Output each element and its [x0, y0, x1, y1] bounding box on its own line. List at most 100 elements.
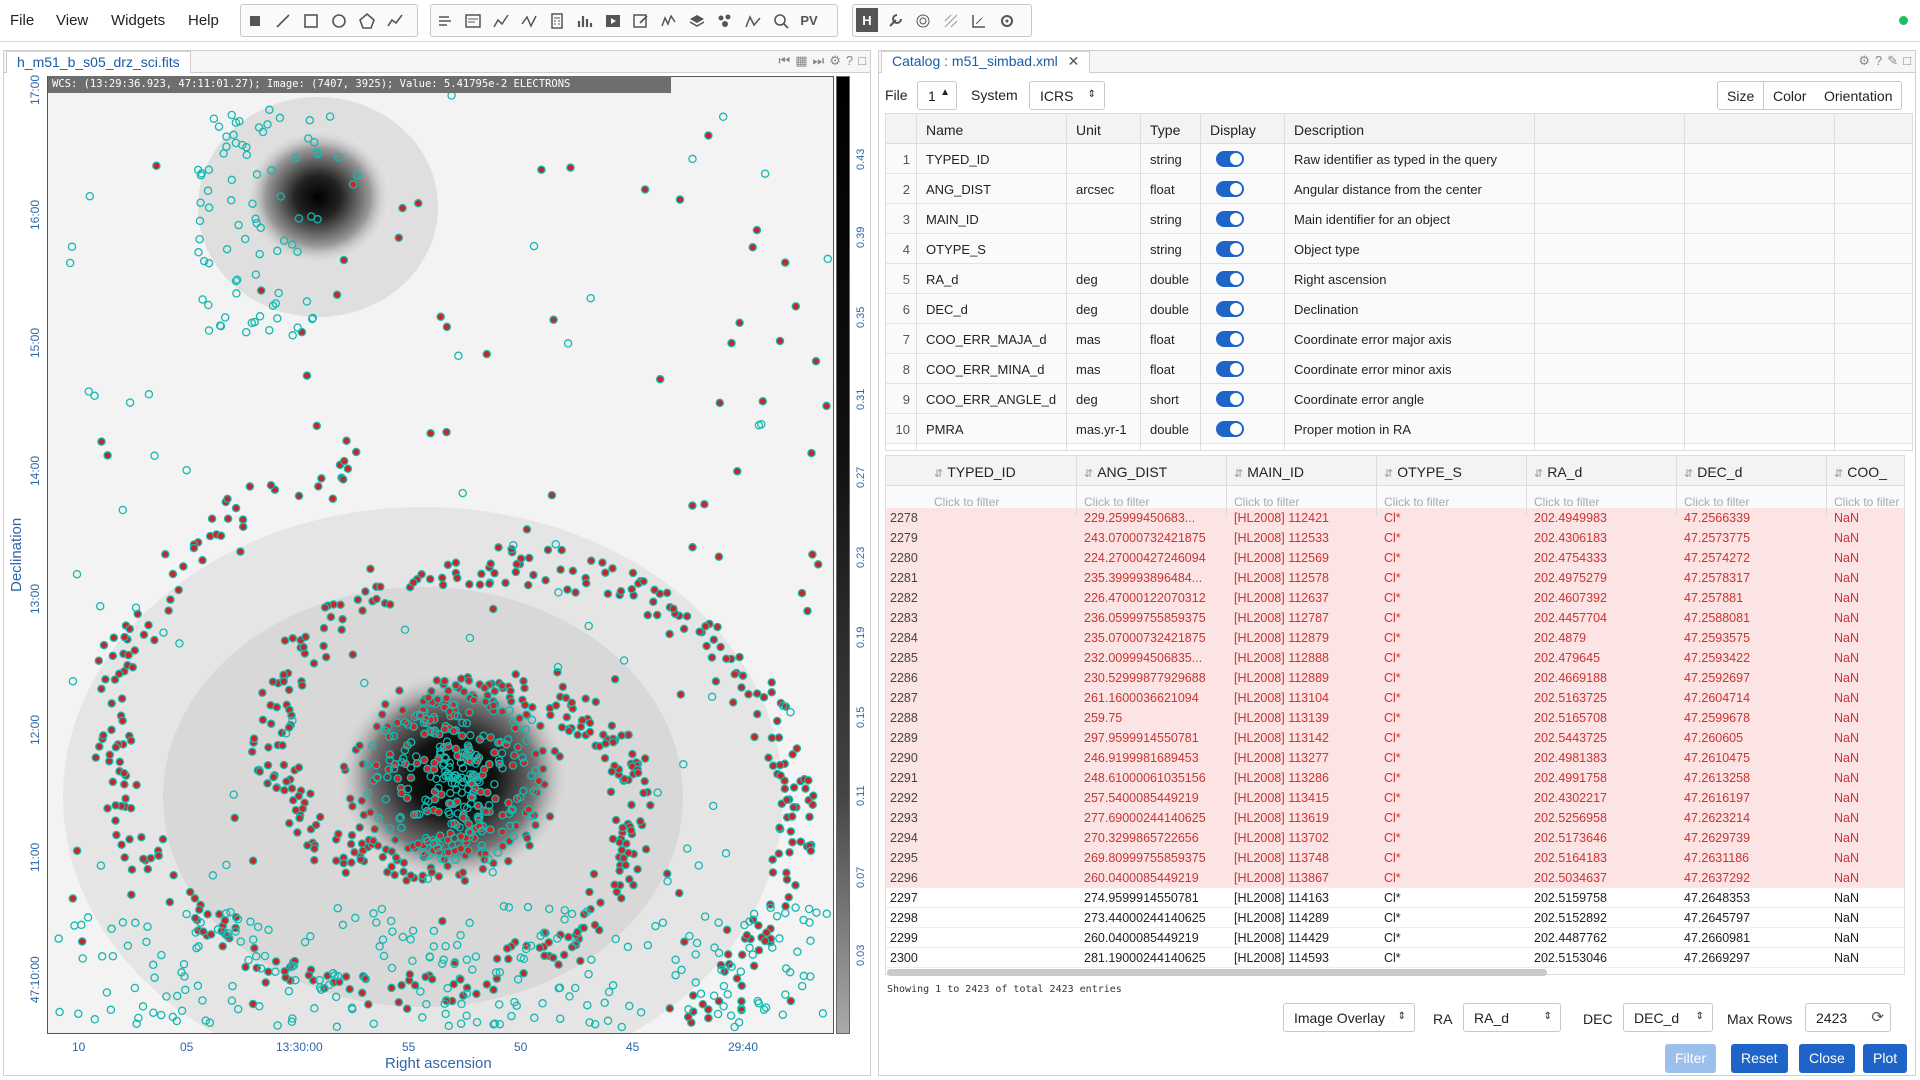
display-toggle[interactable]	[1216, 421, 1244, 437]
ra-select[interactable]: RA_d ⇕	[1463, 1003, 1561, 1032]
table-row[interactable]: 2298 273.44000244140625 [HL2008] 114289 Cl*…	[886, 908, 1904, 928]
gear-icon[interactable]: ⚙	[1858, 53, 1870, 68]
table-row[interactable]: 2283 236.05999755859375 [HL2008] 112787 Cl*…	[886, 608, 1904, 628]
table-row[interactable]: 2296 260.0400085449219 [HL2008] 113867 Cl* 2…	[886, 868, 1904, 888]
display-toggle[interactable]	[1216, 241, 1244, 257]
histogram-icon[interactable]	[571, 5, 599, 36]
image-tab[interactable]: h_m51_b_s05_drz_sci.fits	[6, 51, 191, 73]
gear-icon[interactable]: ⚙	[829, 53, 841, 68]
table-row[interactable]: 2291 248.61000061035156 [HL2008] 113286 Cl*…	[886, 768, 1904, 788]
circle-icon[interactable]	[325, 5, 353, 36]
sort-icon[interactable]: ⇵	[1084, 468, 1094, 480]
data-column-header[interactable]: ⇵ DEC_d	[1684, 464, 1742, 480]
header-list-icon[interactable]	[431, 5, 459, 36]
display-toggle[interactable]	[1216, 331, 1244, 347]
orientation-button[interactable]: Orientation	[1815, 81, 1903, 110]
help-icon[interactable]: ?	[845, 53, 854, 68]
table-row[interactable]: 2293 277.69000244140625 [HL2008] 113619 Cl*…	[886, 808, 1904, 828]
display-toggle[interactable]	[1216, 361, 1244, 377]
line-profile-icon[interactable]	[739, 5, 767, 36]
table-row[interactable]: 2290 246.9199981689453 [HL2008] 113277 Cl* 2…	[886, 748, 1904, 768]
display-toggle[interactable]	[1216, 391, 1244, 407]
sort-icon[interactable]: ⇵	[1534, 468, 1544, 480]
menu-widgets[interactable]: Widgets	[111, 12, 166, 29]
menu-help[interactable]: Help	[188, 12, 219, 29]
display-toggle[interactable]	[1216, 151, 1244, 167]
pv-button[interactable]: PV	[800, 13, 818, 28]
menu-view[interactable]: View	[56, 12, 89, 29]
maximize-icon[interactable]: □	[858, 53, 866, 68]
table-row[interactable]: 2294 270.3299865722656 [HL2008] 113702 Cl* 2…	[886, 828, 1904, 848]
column-filter-input[interactable]: Click to filter	[1834, 495, 1900, 509]
file-select[interactable]: 1 ▲	[917, 81, 957, 110]
column-filter-input[interactable]: Click to filter	[1384, 495, 1450, 509]
maximize-icon[interactable]: □	[1903, 53, 1911, 68]
refresh-icon[interactable]: ⟳	[1871, 1009, 1884, 1026]
table-row[interactable]: 2300 281.19000244140625 [HL2008] 114593 Cl*…	[886, 948, 1904, 968]
table-row[interactable]: 2288 259.75 [HL2008] 113139 Cl* 202.5165708 4…	[886, 708, 1904, 728]
xy-plot-icon[interactable]	[487, 5, 515, 36]
sort-icon[interactable]: ⇵	[1684, 468, 1694, 480]
settings-icon[interactable]	[993, 5, 1021, 36]
calculator-icon[interactable]	[543, 5, 571, 36]
overlay-select[interactable]: Image Overlay ⇕	[1283, 1003, 1415, 1032]
column-filter-input[interactable]: Click to filter	[1684, 495, 1750, 509]
reset-button[interactable]: Reset	[1731, 1044, 1788, 1073]
help-icon[interactable]: ?	[1875, 53, 1883, 68]
line-icon[interactable]	[269, 5, 297, 36]
dec-select[interactable]: DEC_d ⇕	[1623, 1003, 1713, 1032]
edit-icon[interactable]	[627, 5, 655, 36]
sort-icon[interactable]: ⇵	[1384, 468, 1394, 480]
rectangle-icon[interactable]	[297, 5, 325, 36]
wrench-icon[interactable]	[881, 5, 909, 36]
layers-icon[interactable]	[683, 5, 711, 36]
display-toggle[interactable]	[1216, 301, 1244, 317]
table-row[interactable]: 2285 232.009994506835... [HL2008] 112888 Cl…	[886, 648, 1904, 668]
menu-file[interactable]: File	[10, 12, 35, 29]
table-row[interactable]: 2292 257.5400085449219 [HL2008] 113415 Cl* 2…	[886, 788, 1904, 808]
search-icon[interactable]	[767, 5, 795, 36]
polyline-icon[interactable]	[381, 5, 409, 36]
plot-button[interactable]: Plot	[1863, 1044, 1908, 1073]
header-button[interactable]: H	[856, 8, 878, 32]
sort-icon[interactable]: ⇵	[1234, 468, 1244, 480]
data-column-header[interactable]: ⇵ MAIN_ID	[1234, 464, 1304, 480]
table-row[interactable]: 2297 274.9599914550781 [HL2008] 114163 Cl* 2…	[886, 888, 1904, 908]
spectrum-icon[interactable]	[655, 5, 683, 36]
table-row[interactable]: 2281 235.399993896484... [HL2008] 112578 Cl…	[886, 568, 1904, 588]
target-icon[interactable]	[909, 5, 937, 36]
grid-layout-icon[interactable]: ▦	[795, 53, 808, 68]
rectangle-fill-icon[interactable]	[241, 5, 269, 36]
column-filter-input[interactable]: Click to filter	[934, 495, 1000, 509]
polygon-icon[interactable]	[353, 5, 381, 36]
movie-icon[interactable]	[599, 5, 627, 36]
close-button[interactable]: Close	[1799, 1044, 1855, 1073]
filter-button[interactable]: Filter	[1665, 1044, 1717, 1073]
z-plot-icon[interactable]	[515, 5, 543, 36]
table-row[interactable]: 2282 226.47000122070312 [HL2008] 112637 Cl*…	[886, 588, 1904, 608]
display-toggle[interactable]	[1216, 271, 1244, 287]
column-filter-input[interactable]: Click to filter	[1084, 495, 1150, 509]
table-row[interactable]: 2278 229.25999450683... [HL2008] 112421 Cl*…	[886, 508, 1904, 528]
display-toggle[interactable]	[1216, 181, 1244, 197]
column-filter-input[interactable]: Click to filter	[1534, 495, 1600, 509]
close-tab-icon[interactable]: ✕	[1067, 53, 1080, 69]
axes-icon[interactable]	[965, 5, 993, 36]
display-toggle[interactable]	[1216, 211, 1244, 227]
panel-icon[interactable]	[459, 5, 487, 36]
data-column-header[interactable]: ⇵ OTYPE_S	[1384, 464, 1462, 480]
last-frame-icon[interactable]: ⏭	[812, 53, 825, 68]
table-row[interactable]: 2295 269.80999755859375 [HL2008] 113748 Cl*…	[886, 848, 1904, 868]
catalog-icon[interactable]	[711, 5, 739, 36]
grid-overlay-icon[interactable]	[937, 5, 965, 36]
data-column-header[interactable]: ⇵ RA_d	[1534, 464, 1582, 480]
table-row[interactable]: 2299 260.0400085449219 [HL2008] 114429 Cl* 2…	[886, 928, 1904, 948]
catalog-tab[interactable]: Catalog : m51_simbad.xml ✕	[881, 51, 1091, 73]
data-column-header[interactable]: ⇵ ANG_DIST	[1084, 464, 1167, 480]
table-row[interactable]: 2287 261.1600036621094 [HL2008] 113104 Cl* 2…	[886, 688, 1904, 708]
sort-icon[interactable]: ⇵	[1834, 468, 1844, 480]
table-row[interactable]: 2280 224.27000427246094 [HL2008] 112569 Cl*…	[886, 548, 1904, 568]
pin-icon[interactable]: ✎	[1887, 53, 1899, 68]
horizontal-scrollbar[interactable]	[887, 969, 1547, 976]
table-row[interactable]: 2279 243.07000732421875 [HL2008] 112533 Cl*…	[886, 528, 1904, 548]
